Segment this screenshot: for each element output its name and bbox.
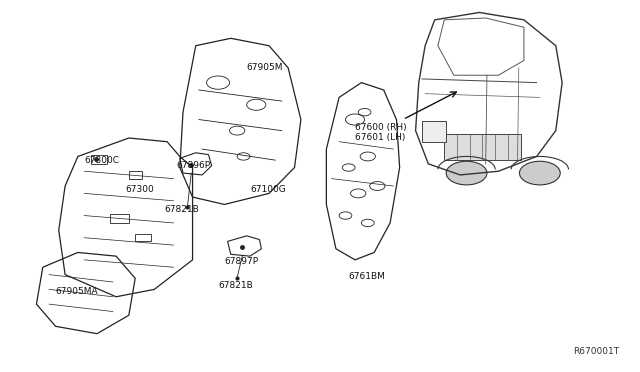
Text: 67896P: 67896P (177, 161, 211, 170)
Text: 67100G: 67100G (250, 185, 285, 194)
Text: 6761BM: 6761BM (349, 272, 385, 281)
Bar (109, 214, 129, 223)
Text: 67600 (RH)
67601 (LH): 67600 (RH) 67601 (LH) (355, 123, 406, 142)
Bar (422, 121, 446, 142)
Text: 67897P: 67897P (225, 257, 259, 266)
Text: 67821B: 67821B (218, 281, 253, 290)
Text: 67300: 67300 (125, 185, 154, 194)
Text: 67821B: 67821B (164, 205, 198, 215)
Bar (91, 155, 106, 164)
Text: 67300C: 67300C (84, 155, 119, 165)
Bar (129, 171, 141, 179)
Text: 67905M: 67905M (246, 63, 284, 72)
Text: R670001T: R670001T (573, 347, 620, 356)
Bar (135, 234, 151, 241)
Bar (444, 134, 521, 160)
Circle shape (446, 161, 487, 185)
Circle shape (520, 161, 560, 185)
Text: 67905MA: 67905MA (56, 287, 98, 296)
